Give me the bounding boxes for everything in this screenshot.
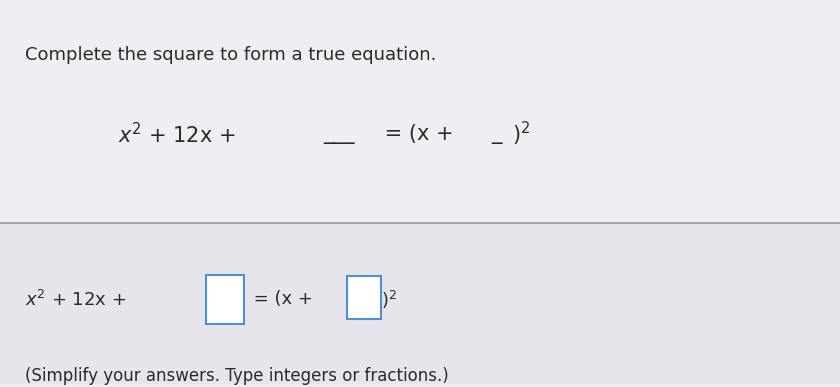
Text: = (x +: = (x + [378,124,460,144]
Text: $)^2$: $)^2$ [381,288,396,310]
Text: $)^2$: $)^2$ [512,120,531,149]
Text: ___: ___ [323,124,354,144]
Text: $x^2$ + 12x +: $x^2$ + 12x + [118,122,237,147]
FancyBboxPatch shape [347,276,381,319]
Bar [0,0,840,223]
Text: $x^2$ + 12x +: $x^2$ + 12x + [25,289,129,310]
Text: _: _ [491,124,501,144]
Text: (Simplify your answers. Type integers or fractions.): (Simplify your answers. Type integers or… [25,367,449,385]
Text: = (x +: = (x + [248,291,318,308]
Bar [0,223,840,384]
FancyBboxPatch shape [206,274,244,324]
Text: Complete the square to form a true equation.: Complete the square to form a true equat… [25,46,437,64]
